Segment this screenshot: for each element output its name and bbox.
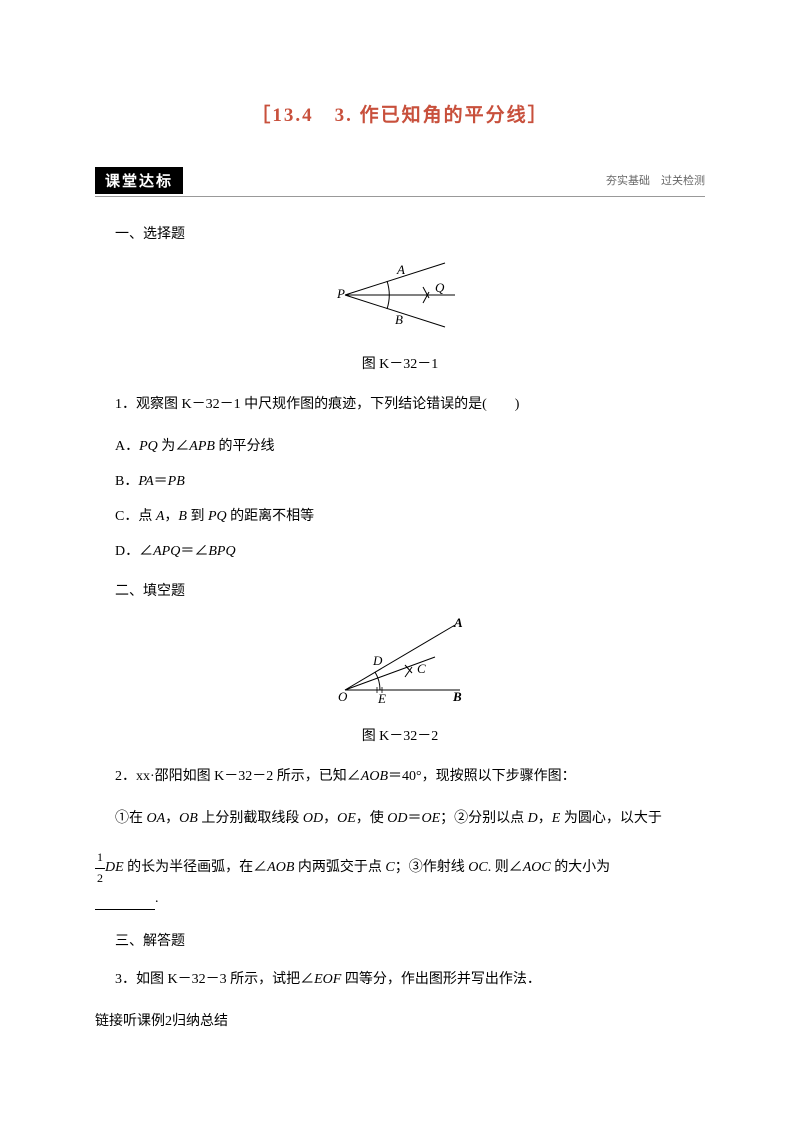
figure-2: O A B C D E <box>95 615 705 710</box>
section-line <box>95 196 705 197</box>
svg-text:A: A <box>453 615 463 630</box>
section-subtitle: 夯实基础 过关检测 <box>606 172 705 188</box>
svg-text:P: P <box>336 286 345 301</box>
svg-text:O: O <box>338 689 348 704</box>
svg-text:E: E <box>377 691 386 705</box>
svg-text:B: B <box>395 312 403 327</box>
option-d: D．∠APQ＝∠BPQ <box>115 540 705 560</box>
figure-1: P A B Q <box>95 258 705 338</box>
question-2: 2．xx·邵阳如图 K－32－2 所示，已知∠AOB＝40°，现按照以下步骤作图… <box>115 765 705 789</box>
section-label: 课堂达标 <box>95 167 183 194</box>
svg-text:A: A <box>396 262 405 277</box>
option-c: C．点 A，B 到 PQ 的距离不相等 <box>115 505 705 525</box>
figure-2-caption: 图 K－32－2 <box>95 725 705 745</box>
svg-text:Q: Q <box>435 280 445 295</box>
section-2-title: 二、填空题 <box>115 580 705 600</box>
footer-link: 链接听课例2归纳总结 <box>95 1010 705 1030</box>
svg-text:B: B <box>452 689 462 704</box>
question-1: 1．观察图 K－32－1 中尺规作图的痕迹，下列结论错误的是( ) <box>115 393 705 417</box>
svg-text:D: D <box>372 653 383 668</box>
option-a: A．PQ 为∠APB 的平分线 <box>115 435 705 455</box>
section-1-title: 一、选择题 <box>115 223 705 243</box>
page-title: ［13.4 3. 作已知角的平分线］ <box>95 100 705 127</box>
section-header: 课堂达标 夯实基础 过关检测 <box>95 167 705 193</box>
fraction: 12 <box>95 848 105 887</box>
option-b: B．PA＝PB <box>115 470 705 490</box>
question-3: 3．如图 K－32－3 所示，试把∠EOF 四等分，作出图形并写出作法． <box>115 968 705 992</box>
question-2-step2: 12DE 的长为半径画弧，在∠AOB 内两弧交于点 C；③作射线 OC. 则∠A… <box>95 848 705 910</box>
section-3-title: 三、解答题 <box>115 930 705 950</box>
question-2-step1: ①在 OA，OB 上分别截取线段 OD，OE，使 OD＝OE；②分别以点 D，E… <box>115 807 705 831</box>
figure-1-caption: 图 K－32－1 <box>95 353 705 373</box>
answer-blank <box>95 896 155 910</box>
svg-text:C: C <box>417 661 426 676</box>
